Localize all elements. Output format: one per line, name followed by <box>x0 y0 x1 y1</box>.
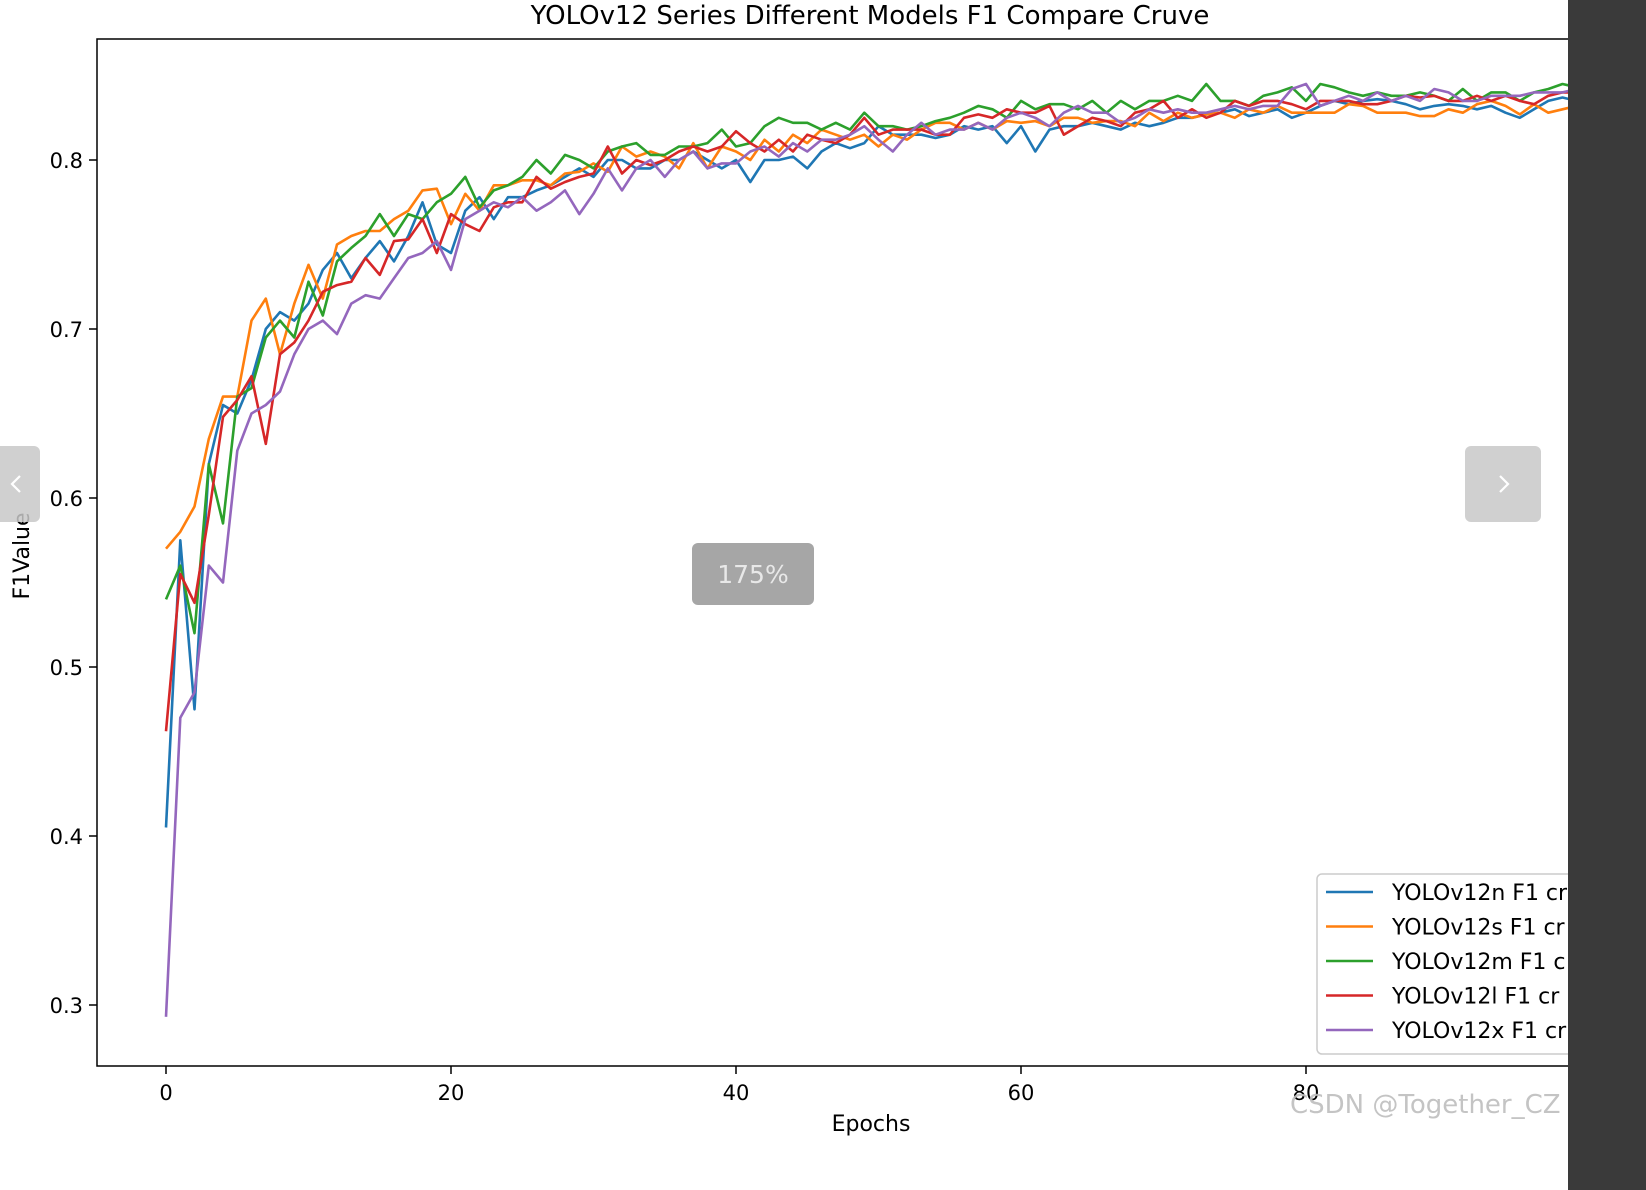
x-axis-title: Epochs <box>832 1112 911 1137</box>
series-line-1 <box>164 96 1568 828</box>
x-axis-ticks: 0 20 40 60 80 <box>159 1066 1319 1105</box>
x-tick-label: 0 <box>159 1081 172 1105</box>
next-image-button[interactable] <box>1465 446 1541 522</box>
x-tick-label: 80 <box>1293 1081 1320 1105</box>
y-axis-ticks: 0.3 0.4 0.5 0.6 0.7 0.8 <box>50 149 97 1018</box>
x-tick-label: 40 <box>723 1081 750 1105</box>
image-viewer: YOLOv12 Series Different Models F1 Compa… <box>0 0 1568 1190</box>
y-tick-label: 0.8 <box>50 149 83 173</box>
x-tick-label: 60 <box>1008 1081 1035 1105</box>
plot-frame <box>96 38 1568 1067</box>
legend-box <box>1316 873 1568 1055</box>
series-line-3 <box>164 82 1568 635</box>
previous-image-button[interactable] <box>0 446 40 522</box>
y-tick-label: 0.4 <box>50 825 83 849</box>
legend-label: YOLOv12x F1 cr <box>1391 1019 1567 1044</box>
x-tick-label: 20 <box>438 1081 465 1105</box>
chart-title: YOLOv12 Series Different Models F1 Compa… <box>530 1 1210 31</box>
y-axis-title: F1Value <box>10 512 35 599</box>
watermark: CSDN @Together_CZ <box>1290 1090 1561 1120</box>
zoom-level-badge: 175% <box>692 543 814 605</box>
legend: YOLOv12n F1 cr YOLOv12s F1 cr YOLOv12m F1 … <box>1316 873 1568 1055</box>
series-line-4 <box>164 91 1568 732</box>
legend-label: YOLOv12m F1 c <box>1391 950 1566 975</box>
y-tick-label: 0.5 <box>50 656 83 680</box>
legend-label: YOLOv12s F1 cr <box>1391 916 1566 941</box>
f1-line-chart: YOLOv12 Series Different Models F1 Compa… <box>10 1 1568 1137</box>
legend-label: YOLOv12l F1 cr <box>1391 985 1560 1010</box>
y-tick-label: 0.3 <box>50 994 83 1018</box>
chevron-right-icon <box>1491 472 1515 496</box>
series-layer <box>164 82 1568 1017</box>
series-line-5 <box>164 82 1568 1017</box>
legend-label: YOLOv12n F1 cr <box>1391 881 1568 906</box>
chevron-left-icon <box>5 472 29 496</box>
y-tick-label: 0.6 <box>50 487 83 511</box>
y-tick-label: 0.7 <box>50 318 83 342</box>
series-line-2 <box>165 99 1568 550</box>
